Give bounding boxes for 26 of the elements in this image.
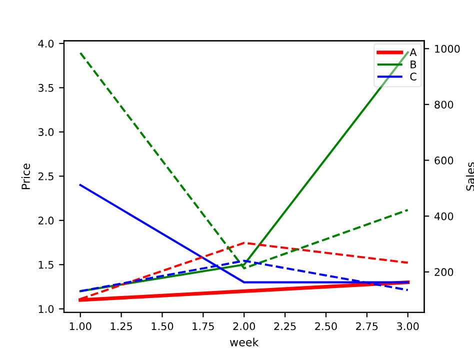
y-tick-label: 4.0 [38, 40, 54, 48]
x-tick-label: 2.00 [233, 322, 256, 330]
x-tick-label: 1.50 [152, 322, 174, 330]
legend-label: B [410, 60, 416, 68]
x-tick-label: 1.00 [70, 322, 92, 330]
y-tick-label: 2.5 [38, 172, 54, 180]
y2-tick-label: 400 [434, 212, 454, 220]
legend-label: A [410, 48, 417, 56]
x-tick-label: 1.25 [110, 322, 132, 330]
y-tick-label: 1.5 [38, 260, 54, 269]
x-tick-label: 2.50 [315, 322, 337, 330]
y-tick-label: 3.0 [38, 128, 54, 136]
x-tick-label: 3.00 [397, 322, 419, 330]
x-tick-label: 2.75 [356, 322, 378, 330]
x-axis-title: week [230, 338, 259, 346]
y2-tick-label: 200 [434, 268, 454, 276]
y-tick-label: 3.5 [38, 84, 54, 92]
y-tick-label: 1.0 [38, 305, 54, 313]
y2-tick-label: 600 [434, 156, 454, 164]
y-tick-label: 2.0 [38, 216, 54, 225]
x-tick-label: 2.25 [274, 322, 296, 330]
x-tick-label: 1.75 [192, 322, 214, 330]
y-axis-title: Price [21, 164, 30, 190]
legend-label: C [410, 72, 416, 81]
y2-tick-label: 1000 [435, 44, 460, 53]
y2-tick-label: 800 [434, 100, 454, 109]
